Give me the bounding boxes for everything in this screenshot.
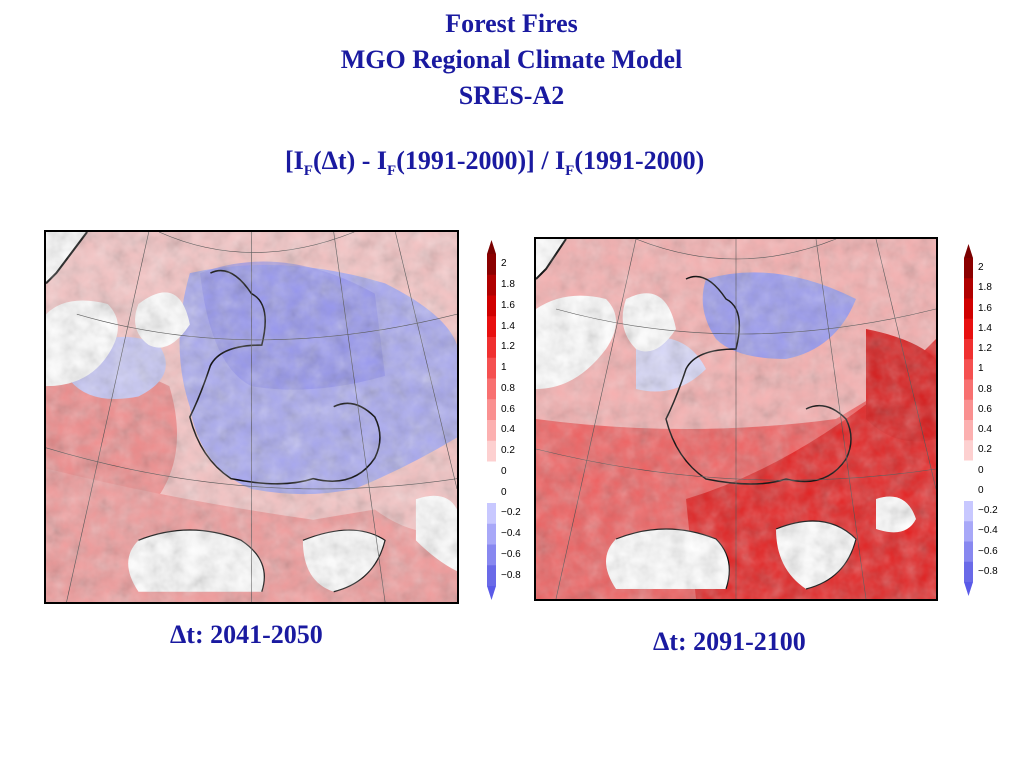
colorbar-swatch <box>964 399 973 421</box>
colorbar-label: −0.4 <box>978 525 998 537</box>
colorbar-label: −0.6 <box>501 548 521 560</box>
colorbar-label: 1.2 <box>501 341 515 353</box>
colorbar-2: 2 1.8 1.6 1.4 1.2 1 0.8 0.6 0.4 0.2 0 0 −0.2 −0.4 −0.6… <box>963 244 1003 596</box>
colorbar-svg <box>964 244 973 596</box>
colorbar-swatch <box>487 316 496 338</box>
colorbar-swatch <box>964 339 973 360</box>
colorbar-label: 1 <box>501 362 507 374</box>
colorbar-label: 0.8 <box>978 383 992 395</box>
colorbar-label: 0 <box>501 486 507 498</box>
colorbar-label: −0.6 <box>978 545 998 557</box>
colorbar-label: −0.2 <box>501 507 521 519</box>
colorbar-swatch <box>487 420 496 442</box>
formula: [IF(Δt) - IF(1991-2000)] / IF(1991-2000) <box>285 146 704 180</box>
colorbar-label: 0.6 <box>978 403 992 415</box>
colorbar-swatch <box>487 274 496 296</box>
colorbar-swatch <box>964 298 973 320</box>
colorbar-label: 0 <box>978 464 984 476</box>
colorbar-swatch <box>487 295 496 317</box>
title-line-1: Forest Fires <box>445 9 578 38</box>
caption-2041-2050: Δt: 2041-2050 <box>170 620 323 649</box>
colorbar-swatch <box>964 379 973 401</box>
colorbar-top-arrow <box>964 244 973 258</box>
colorbar-swatch <box>964 440 973 461</box>
colorbar-swatch <box>487 378 496 400</box>
formula-part: (Δt) - I <box>312 146 388 175</box>
colorbar-bottom-arrow <box>487 586 496 600</box>
colorbar-swatch <box>964 420 973 441</box>
colorbar-swatch <box>487 440 496 462</box>
colorbar-label: 1.4 <box>978 322 992 334</box>
formula-sub: F <box>387 163 397 179</box>
formula-part: (1991-2000)] / I <box>396 146 566 175</box>
colorbar-label: 2 <box>501 258 507 270</box>
colorbar-label: 1.6 <box>501 299 515 311</box>
colorbar-top-arrow <box>487 240 496 254</box>
colorbar-label: 1.8 <box>978 282 992 294</box>
colorbar-swatch <box>487 482 496 504</box>
title-line-3: SRES-A2 <box>458 81 565 110</box>
colorbar-swatch <box>487 357 496 379</box>
colorbar-swatch <box>487 254 496 276</box>
colorbar-bottom-arrow <box>964 582 973 596</box>
colorbar-label: 0 <box>501 465 507 477</box>
colorbar-swatch <box>487 503 496 525</box>
colorbar-swatch <box>964 501 973 522</box>
formula-part: (1991-2000) <box>574 146 705 175</box>
title-line-2: MGO Regional Climate Model <box>340 45 683 74</box>
colorbar-label: 1.6 <box>978 302 992 314</box>
colorbar-label: 0.2 <box>978 444 992 456</box>
colorbar-swatch <box>964 460 973 482</box>
colorbar-label: −0.8 <box>501 569 521 581</box>
colorbar-label: 0.4 <box>501 424 515 436</box>
colorbar-label: −0.4 <box>501 528 521 540</box>
colorbar-swatch <box>487 399 496 421</box>
colorbar-label: 0.2 <box>501 445 515 457</box>
colorbar-label: −0.8 <box>978 565 998 577</box>
colorbar-swatch <box>487 523 496 545</box>
formula-sub: F <box>565 163 575 179</box>
formula-sub: F <box>303 163 313 179</box>
colorbar-swatch <box>964 278 973 299</box>
colorbar-swatch <box>487 565 496 587</box>
colorbar-swatch <box>964 541 973 563</box>
colorbar-swatch <box>964 258 973 279</box>
colorbar-swatch <box>964 521 973 542</box>
colorbar-swatch <box>487 461 496 483</box>
colorbar-swatch <box>964 480 973 502</box>
colorbar-label: −0.2 <box>978 505 998 517</box>
colorbar-svg <box>487 240 496 600</box>
colorbar-swatch <box>964 561 973 583</box>
colorbar-label: 0 <box>978 484 984 496</box>
colorbar-swatch <box>487 337 496 359</box>
colorbar-swatch <box>964 318 973 340</box>
colorbar-swatch <box>487 544 496 566</box>
colorbar-label: 0.6 <box>501 403 515 415</box>
formula-part: [I <box>285 146 304 175</box>
map-2091-2100 <box>534 237 938 601</box>
colorbar-label: 2 <box>978 262 984 274</box>
colorbar-label: 1.2 <box>978 343 992 355</box>
colorbar-label: 1.4 <box>501 320 515 332</box>
colorbar-1: 2 1.8 1.6 1.4 1.2 1 0.8 0.6 0.4 0.2 0 0 −0.2 −0.4 −0.6… <box>486 240 526 600</box>
colorbar-label: 0.8 <box>501 382 515 394</box>
caption-2091-2100: Δt: 2091-2100 <box>653 627 806 656</box>
colorbar-swatch <box>964 359 973 380</box>
colorbar-label: 1.8 <box>501 279 515 291</box>
colorbar-label: 0.4 <box>978 424 992 436</box>
map-2041-2050 <box>44 230 459 604</box>
colorbar-label: 1 <box>978 363 984 375</box>
